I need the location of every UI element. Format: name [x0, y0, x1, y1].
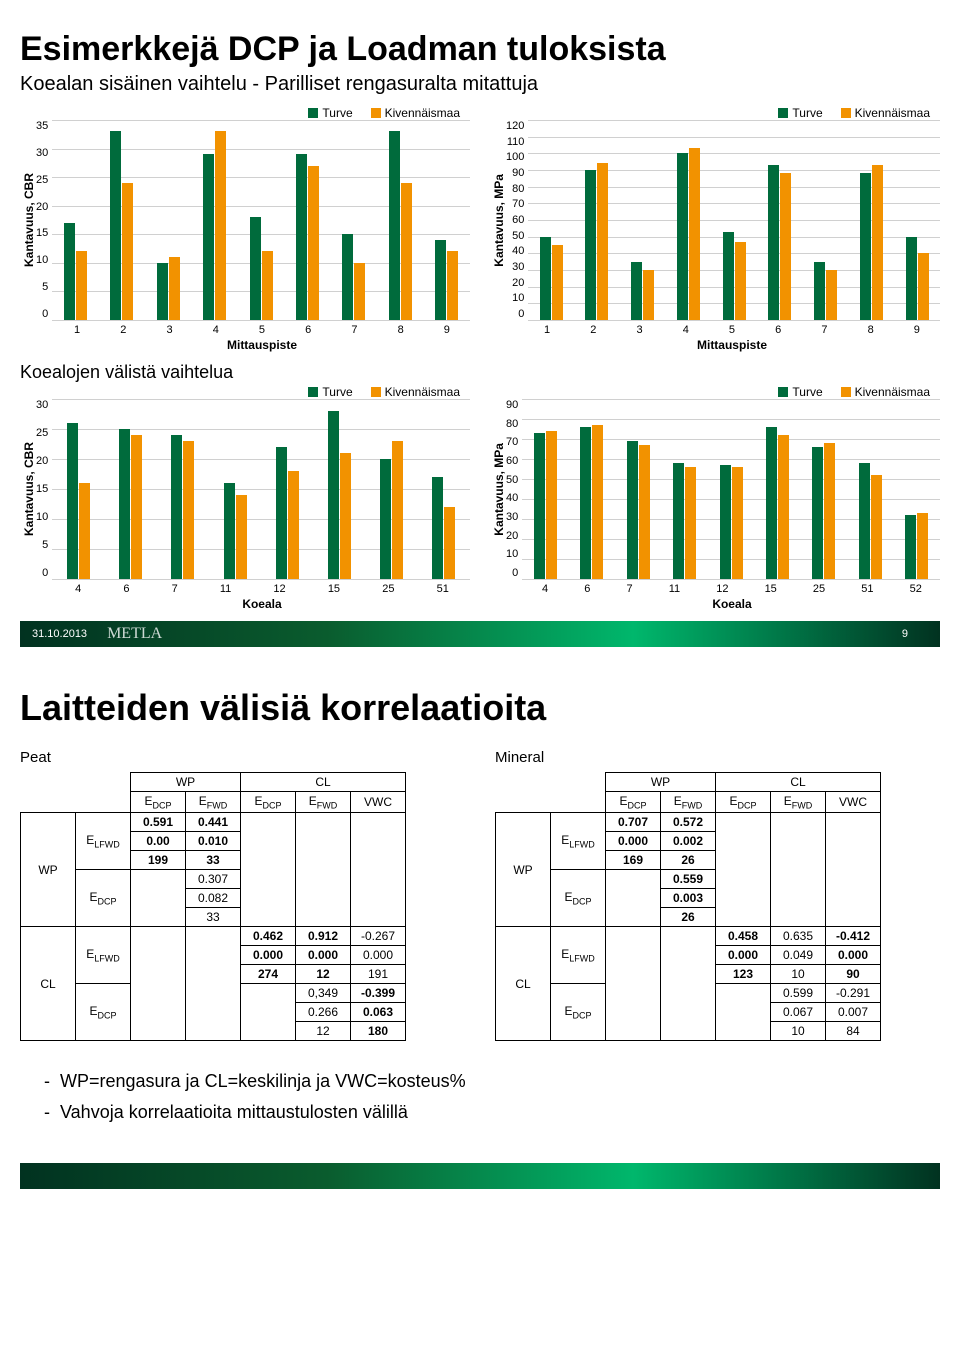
footer-brand: METLA [107, 625, 162, 643]
chart-c1: TurveKivennäismaaKantavuus, CBR353025201… [20, 106, 470, 352]
mineral-label: Mineral [495, 749, 940, 766]
chart-c3: TurveKivennäismaaKantavuus, CBR302520151… [20, 385, 470, 611]
notes-list: WP=rengasura ja CL=keskilinja ja VWC=kos… [20, 1071, 940, 1123]
peat-table: WP CL EDCP EFWD EDCP EFWD VWC WP ELFWD 0… [20, 772, 406, 1041]
subtitle-1: Koealan sisäinen vaihtelu - Parilliset r… [20, 73, 940, 96]
footer-page: 9 [902, 628, 908, 640]
subtitle-2: Koealojen välistä vaihtelua [20, 362, 940, 383]
peat-label: Peat [20, 749, 465, 766]
footer-date: 31.10.2013 [32, 628, 87, 640]
page-title-2: Laitteiden välisiä korrelaatioita [20, 687, 940, 729]
chart-c4: TurveKivennäismaaKantavuus, MPa908070605… [490, 385, 940, 611]
mineral-table: WP CL EDCP EFWD EDCP EFWD VWC WP ELFWD 0… [495, 772, 881, 1041]
footer-band-2 [20, 1163, 940, 1189]
page-title-1: Esimerkkejä DCP ja Loadman tuloksista [20, 30, 940, 69]
chart-c2: TurveKivennäismaaKantavuus, MPa120110100… [490, 106, 940, 352]
note-2: Vahvoja korrelaatioita mittaustulosten v… [60, 1102, 940, 1123]
note-1: WP=rengasura ja CL=keskilinja ja VWC=kos… [60, 1071, 940, 1092]
footer-band: 31.10.2013 METLA 9 [20, 621, 940, 647]
